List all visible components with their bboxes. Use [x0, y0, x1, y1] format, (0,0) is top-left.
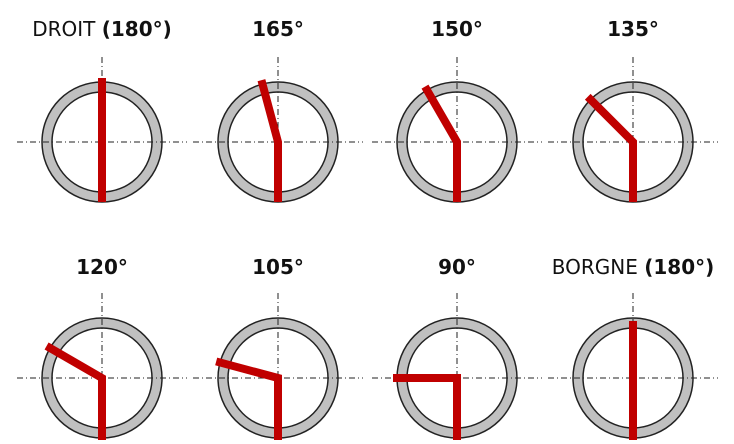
bend-label: 135°	[607, 17, 659, 41]
bend-type: DROIT	[32, 17, 96, 41]
bend-label: 165°	[252, 17, 304, 41]
bend-angle: (180°)	[644, 255, 714, 279]
bend-line	[393, 374, 461, 440]
bend-panel: 105°	[193, 255, 363, 440]
bend-label: 120°	[76, 255, 128, 279]
bend-line	[257, 79, 282, 202]
bend-angle: 135°	[607, 17, 659, 41]
bend-label: 105°	[252, 255, 304, 279]
bend-line	[215, 357, 282, 440]
bend-panel: 120°	[17, 255, 187, 440]
bend-type: BORGNE	[552, 255, 638, 279]
bend-line	[44, 342, 106, 440]
bend-angle: 90°	[438, 255, 476, 279]
bend-angle: 120°	[76, 255, 128, 279]
bend-panel: BORGNE (180°)	[548, 255, 718, 440]
bend-label: 90°	[438, 255, 476, 279]
bend-label: BORGNE (180°)	[552, 255, 715, 279]
bend-label: DROIT (180°)	[32, 17, 172, 41]
bend-panel: 90°	[372, 255, 542, 440]
bend-line	[584, 93, 637, 202]
bend-label: 150°	[431, 17, 483, 41]
bend-angle: 105°	[252, 255, 304, 279]
bend-panel: DROIT (180°)	[17, 17, 187, 203]
bend-angle: (180°)	[102, 17, 172, 41]
bend-panel: 135°	[548, 17, 718, 203]
bend-angle: 165°	[252, 17, 304, 41]
bend-angle: 150°	[431, 17, 483, 41]
bend-panel: 150°	[372, 17, 542, 203]
bend-panel: 165°	[193, 17, 363, 203]
bend-line	[421, 84, 461, 202]
